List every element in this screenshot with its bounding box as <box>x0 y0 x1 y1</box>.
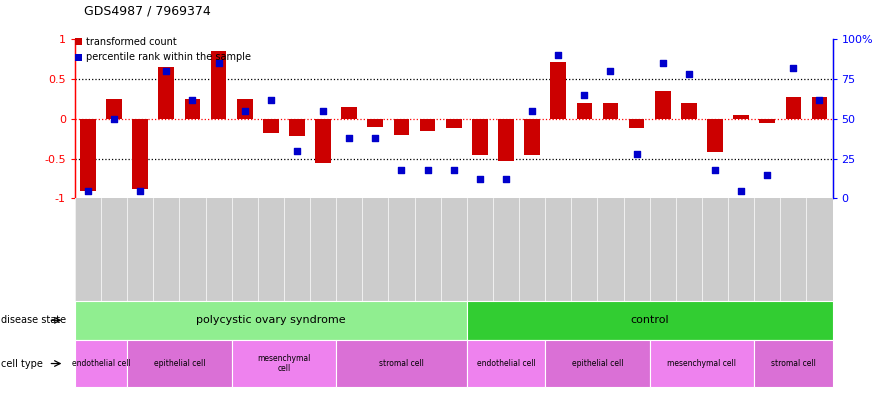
Point <box>708 167 722 173</box>
Bar <box>811 97 827 119</box>
Point <box>211 60 226 66</box>
Text: endothelial cell: endothelial cell <box>477 359 536 368</box>
Bar <box>733 115 749 119</box>
Text: transformed count: transformed count <box>86 37 177 47</box>
Bar <box>603 103 618 119</box>
Point <box>107 116 121 122</box>
Bar <box>576 103 592 119</box>
Point <box>603 68 618 74</box>
Bar <box>159 67 174 119</box>
Text: polycystic ovary syndrome: polycystic ovary syndrome <box>196 315 345 325</box>
Text: cell type: cell type <box>1 358 43 369</box>
Bar <box>446 119 462 129</box>
Bar <box>786 97 801 119</box>
Bar <box>551 62 566 119</box>
Point <box>395 167 409 173</box>
Bar <box>629 119 644 129</box>
Point <box>682 71 696 77</box>
Point <box>655 60 670 66</box>
Text: stromal cell: stromal cell <box>771 359 816 368</box>
Point <box>499 176 513 182</box>
Text: epithelial cell: epithelial cell <box>153 359 205 368</box>
Point <box>630 151 644 157</box>
Bar <box>681 103 697 119</box>
Point <box>316 108 330 114</box>
Bar <box>237 99 253 119</box>
Bar <box>472 119 488 155</box>
Bar <box>707 119 722 152</box>
Bar <box>185 99 200 119</box>
Point <box>812 97 826 103</box>
Text: epithelial cell: epithelial cell <box>572 359 623 368</box>
Bar <box>263 119 278 133</box>
Point <box>81 187 95 194</box>
Point <box>159 68 174 74</box>
Point <box>238 108 252 114</box>
Point <box>447 167 461 173</box>
Point <box>263 97 278 103</box>
Bar <box>289 119 305 136</box>
Point <box>577 92 591 98</box>
Text: GDS4987 / 7969374: GDS4987 / 7969374 <box>84 5 211 18</box>
Bar <box>132 119 148 189</box>
Bar <box>315 119 331 163</box>
Bar <box>394 119 410 135</box>
Text: percentile rank within the sample: percentile rank within the sample <box>86 52 251 62</box>
Bar <box>80 119 96 191</box>
Point <box>473 176 487 182</box>
Bar <box>524 119 540 155</box>
Bar <box>341 107 357 119</box>
Text: stromal cell: stromal cell <box>379 359 424 368</box>
Point <box>133 187 147 194</box>
Point <box>525 108 539 114</box>
Text: mesenchymal cell: mesenchymal cell <box>668 359 737 368</box>
Point <box>552 52 566 58</box>
Text: mesenchymal
cell: mesenchymal cell <box>257 354 311 373</box>
Point <box>290 147 304 154</box>
Bar <box>419 119 435 131</box>
Text: endothelial cell: endothelial cell <box>71 359 130 368</box>
Text: disease state: disease state <box>1 315 66 325</box>
Bar <box>211 51 226 119</box>
Point <box>342 135 356 141</box>
Point <box>734 187 748 194</box>
Point <box>368 135 382 141</box>
Bar <box>498 119 514 161</box>
Point <box>420 167 434 173</box>
Bar <box>655 91 670 119</box>
Text: control: control <box>630 315 669 325</box>
Point <box>787 65 801 71</box>
Bar <box>367 119 383 127</box>
Bar <box>759 119 775 123</box>
Point <box>760 171 774 178</box>
Point <box>185 97 199 103</box>
Bar <box>107 99 122 119</box>
